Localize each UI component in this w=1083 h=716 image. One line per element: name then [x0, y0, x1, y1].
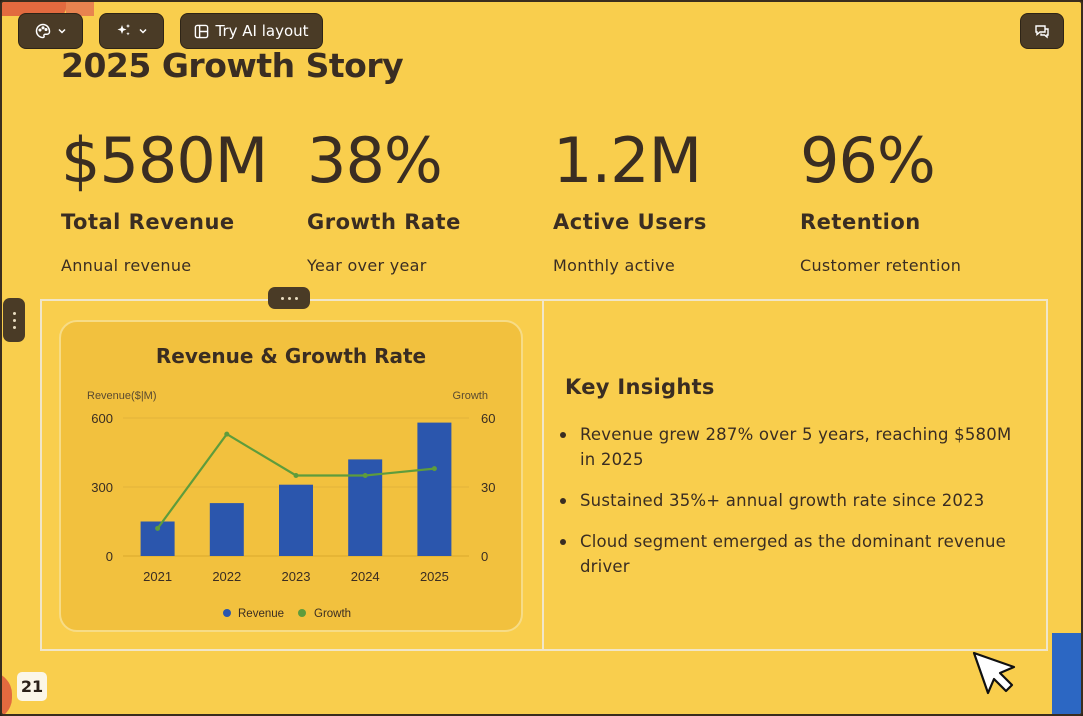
x-tick-label: 2024	[351, 569, 380, 584]
growth-point	[431, 466, 437, 472]
block-drag-handle[interactable]	[3, 298, 25, 342]
x-tick-label: 2022	[212, 569, 241, 584]
x-tick-label: 2025	[420, 569, 449, 584]
y-axis-title: Revenue($|M)	[87, 390, 157, 402]
comment-icon	[1034, 23, 1050, 39]
y2-tick-label: 60	[481, 411, 495, 426]
magic-button[interactable]	[99, 13, 164, 49]
growth-point	[293, 473, 299, 478]
column-divider[interactable]	[542, 299, 544, 651]
growth-point	[155, 525, 161, 531]
row-drag-handle[interactable]	[268, 287, 310, 309]
stat-label: Retention	[800, 210, 921, 234]
y-tick-label: 600	[91, 411, 113, 426]
stat-value: $580M	[61, 124, 268, 197]
bar	[417, 422, 452, 556]
sparkle-icon	[116, 23, 132, 39]
y2-tick-label: 30	[481, 480, 495, 495]
right-decoration	[1052, 633, 1081, 714]
layout-icon	[194, 24, 209, 39]
stat-label: Total Revenue	[61, 210, 235, 234]
legend-label: Revenue	[238, 608, 284, 620]
page-number-badge[interactable]: 21	[17, 672, 47, 701]
chart-title: Revenue & Growth Rate	[155, 344, 427, 368]
palette-icon	[35, 23, 51, 39]
legend-label: Growth	[314, 608, 351, 620]
x-tick-label: 2023	[282, 569, 311, 584]
stat-card[interactable]: 38% Growth Rate Year over year	[307, 122, 547, 275]
stat-sub: Monthly active	[553, 256, 675, 275]
stat-sub: Annual revenue	[61, 256, 192, 275]
corner-decoration	[2, 2, 94, 16]
insights-title[interactable]: Key Insights	[565, 375, 715, 399]
chart-card[interactable]: Revenue & Growth Rate 0 300 600 0 30 60 Revenu…	[59, 320, 523, 632]
chevron-down-icon	[138, 26, 148, 36]
y2-axis-title: Growth	[453, 390, 488, 402]
selected-block-frame[interactable]	[40, 299, 1048, 651]
y2-tick-label: 0	[481, 549, 488, 564]
stat-label: Growth Rate	[307, 210, 461, 234]
y-tick-label: 300	[91, 480, 113, 495]
try-ai-layout-label: Try AI layout	[215, 22, 309, 40]
stat-value: 96%	[800, 124, 936, 197]
stat-card[interactable]: $580M Total Revenue Annual revenue	[61, 122, 301, 275]
slide-title[interactable]: 2025 Growth Story	[61, 46, 404, 85]
stat-label: Active Users	[553, 210, 707, 234]
stat-value: 1.2M	[553, 124, 702, 197]
chevron-down-icon	[57, 26, 67, 36]
x-tick-label: 2021	[143, 569, 172, 584]
stat-sub: Customer retention	[800, 256, 962, 275]
y-tick-label: 0	[106, 549, 113, 564]
stat-sub: Year over year	[307, 256, 427, 275]
comment-button[interactable]	[1020, 13, 1064, 49]
legend-marker-revenue	[223, 609, 231, 617]
chart-svg: 0 300 600 0 30 60 Revenue($|M) Growth 2021 2022 20…	[87, 390, 495, 620]
growth-point	[224, 431, 230, 437]
bar	[279, 484, 313, 556]
legend-marker-growth	[298, 609, 306, 617]
try-ai-layout-button[interactable]: Try AI layout	[180, 13, 323, 49]
stat-card[interactable]: 1.2M Active Users Monthly active	[553, 122, 793, 275]
insights-list[interactable]: Revenue grew 287% over 5 years, reaching…	[560, 422, 1028, 595]
list-item: Revenue grew 287% over 5 years, reaching…	[560, 422, 1028, 472]
theme-button[interactable]	[18, 13, 83, 49]
mouse-cursor-icon	[972, 651, 1016, 695]
list-item: Cloud segment emerged as the dominant re…	[560, 529, 1028, 579]
stat-card[interactable]: 96% Retention Customer retention	[800, 122, 1040, 275]
growth-point	[362, 473, 368, 478]
bar	[209, 503, 244, 556]
left-decoration	[2, 672, 12, 714]
stat-value: 38%	[307, 124, 443, 197]
list-item: Sustained 35%+ annual growth rate since …	[560, 488, 1028, 513]
